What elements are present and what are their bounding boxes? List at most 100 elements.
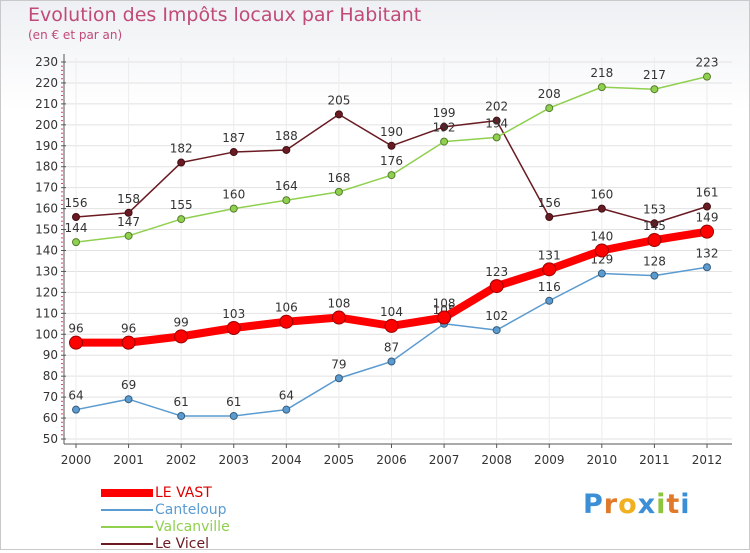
data-point-le-vast: [331, 310, 346, 325]
data-point-le-vicel: [334, 110, 343, 119]
data-point-valcanville: [545, 104, 554, 113]
data-point-valcanville: [229, 204, 238, 213]
data-point-le-vicel: [124, 208, 133, 217]
data-point-canteloup: [282, 405, 291, 414]
y-tick-label: 120: [35, 285, 58, 299]
data-label-le-vast: 145: [643, 219, 666, 233]
data-point-le-vast: [489, 279, 504, 294]
data-label-le-vicel: 190: [380, 125, 403, 139]
data-label-le-vicel: 160: [590, 188, 613, 202]
logo-letter: t: [666, 489, 681, 520]
data-label-le-vast: 131: [538, 248, 561, 262]
legend-label-le-vicel: Le Vicel: [155, 536, 209, 552]
data-point-le-vast: [700, 224, 714, 239]
y-tick-label: 170: [35, 181, 58, 195]
data-point-le-vast: [437, 310, 452, 325]
data-label-canteloup: 132: [696, 246, 719, 260]
data-label-le-vicel: 187: [222, 131, 245, 145]
x-tick-label: 2001: [113, 453, 144, 467]
data-point-le-vicel: [282, 145, 291, 154]
data-point-le-vast: [69, 335, 83, 350]
data-label-canteloup: 69: [121, 378, 136, 392]
y-tick-label: 230: [35, 55, 58, 69]
logo-letter: r: [603, 489, 619, 520]
data-label-canteloup: 64: [279, 389, 294, 403]
x-tick-label: 2008: [481, 453, 512, 467]
data-point-valcanville: [440, 137, 449, 146]
data-label-canteloup: 128: [643, 255, 666, 269]
data-point-canteloup: [597, 269, 606, 278]
page-title: Evolution des Impôts locaux par Habitant: [28, 4, 422, 26]
y-tick-label: 100: [35, 327, 58, 341]
y-tick-label: 140: [35, 244, 58, 258]
data-point-canteloup: [650, 271, 659, 280]
data-label-le-vicel: 188: [275, 129, 298, 143]
data-point-le-vast: [226, 320, 241, 335]
y-tick-label: 110: [35, 306, 58, 320]
data-point-canteloup: [229, 411, 238, 420]
logo-letter: o: [618, 489, 638, 520]
logo-letter: P: [583, 489, 604, 520]
y-tick-label: 200: [35, 118, 58, 132]
x-tick-label: 2009: [534, 453, 565, 467]
legend-label-valcanville: Valcanville: [155, 519, 230, 535]
data-point-valcanville: [703, 72, 711, 81]
data-point-valcanville: [282, 196, 291, 205]
data-label-le-vicel: 199: [433, 106, 456, 120]
data-label-valcanville: 160: [222, 188, 245, 202]
data-label-valcanville: 144: [65, 221, 88, 235]
y-tick-label: 90: [43, 348, 58, 362]
data-label-le-vicel: 202: [485, 100, 508, 114]
data-point-canteloup: [177, 411, 186, 420]
data-point-canteloup: [334, 374, 343, 383]
data-label-le-vicel: 182: [170, 142, 193, 156]
y-tick-label: 210: [35, 97, 58, 111]
x-tick-label: 2005: [324, 453, 355, 467]
x-tick-label: 2002: [166, 453, 197, 467]
logo-letter: i: [680, 489, 691, 520]
data-label-canteloup: 116: [538, 280, 561, 294]
data-point-le-vicel: [229, 148, 238, 157]
data-label-canteloup: 87: [384, 341, 399, 355]
y-tick-label: 50: [43, 432, 58, 446]
data-point-canteloup: [124, 395, 133, 404]
legend-swatch-le-vast: [101, 489, 153, 497]
data-label-le-vicel: 158: [117, 192, 140, 206]
data-point-le-vicel: [492, 116, 501, 125]
x-tick-label: 2007: [429, 453, 460, 467]
data-label-valcanville: 192: [433, 121, 456, 135]
data-label-valcanville: 147: [117, 215, 140, 229]
x-tick-label: 2011: [639, 453, 670, 467]
x-tick-label: 2010: [587, 453, 618, 467]
x-tick-label: 2006: [376, 453, 407, 467]
data-label-valcanville: 168: [327, 171, 350, 185]
data-label-canteloup: 79: [331, 357, 346, 371]
legend-swatch-canteloup: [101, 509, 153, 511]
data-label-le-vicel: 161: [696, 186, 719, 200]
y-tick-label: 160: [35, 202, 58, 216]
data-point-valcanville: [72, 238, 80, 247]
data-label-le-vicel: 156: [65, 196, 88, 210]
data-label-canteloup: 102: [485, 309, 508, 323]
data-point-canteloup: [703, 263, 711, 272]
data-label-le-vast: 108: [327, 297, 350, 311]
data-point-le-vast: [542, 262, 557, 277]
y-tick-label: 70: [43, 390, 58, 404]
proxiti-logo: Proxiti: [583, 489, 691, 520]
data-label-le-vast: 108: [433, 297, 456, 311]
data-label-valcanville: 176: [380, 154, 403, 168]
data-point-valcanville: [177, 215, 186, 224]
data-point-valcanville: [492, 133, 501, 142]
data-point-le-vicel: [650, 219, 659, 228]
x-tick-label: 2000: [61, 453, 92, 467]
data-point-canteloup: [545, 296, 554, 305]
data-label-le-vast: 149: [696, 211, 719, 225]
data-point-le-vicel: [72, 212, 80, 221]
x-tick-label: 2003: [218, 453, 249, 467]
data-point-valcanville: [124, 231, 133, 240]
y-tick-label: 60: [43, 411, 58, 425]
data-point-le-vicel: [440, 122, 449, 131]
data-label-le-vast: 140: [590, 230, 613, 244]
